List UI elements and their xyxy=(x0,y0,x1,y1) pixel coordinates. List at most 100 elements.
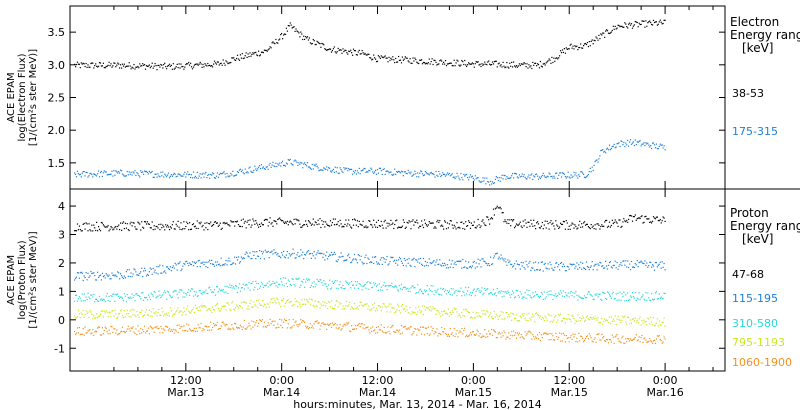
data-point xyxy=(521,173,523,175)
data-point xyxy=(137,325,139,327)
data-point xyxy=(475,61,477,63)
data-point xyxy=(451,173,453,175)
data-point xyxy=(266,303,268,305)
data-point xyxy=(434,176,436,178)
data-point xyxy=(541,66,543,68)
data-point xyxy=(217,176,219,178)
data-point xyxy=(75,317,78,319)
data-point xyxy=(290,285,292,287)
data-point xyxy=(222,263,224,266)
data-point xyxy=(326,223,328,225)
data-point xyxy=(573,336,575,338)
data-point xyxy=(576,45,578,47)
data-point xyxy=(198,289,200,292)
data-point xyxy=(418,291,420,293)
data-point xyxy=(224,64,226,66)
data-point xyxy=(265,284,267,286)
data-point xyxy=(487,181,489,183)
data-point xyxy=(560,176,563,178)
data-point xyxy=(152,327,154,329)
data-point xyxy=(132,222,134,224)
data-point xyxy=(412,332,414,334)
data-point xyxy=(409,264,411,266)
data-point xyxy=(629,263,631,265)
data-point xyxy=(296,254,298,256)
data-point xyxy=(114,300,116,302)
data-point xyxy=(491,263,494,265)
data-point xyxy=(430,171,432,174)
data-point xyxy=(399,258,402,260)
data-point xyxy=(164,329,166,331)
data-point xyxy=(100,221,102,224)
data-point xyxy=(257,288,259,290)
data-point xyxy=(318,280,320,283)
data-point xyxy=(473,288,475,290)
data-point xyxy=(636,340,638,342)
data-point xyxy=(619,291,621,293)
data-point xyxy=(275,162,277,164)
data-point xyxy=(231,174,233,176)
data-point xyxy=(286,163,288,165)
data-point xyxy=(265,218,267,221)
data-point xyxy=(652,317,655,319)
data-point xyxy=(518,174,520,176)
data-point xyxy=(107,225,109,227)
data-point xyxy=(255,51,257,53)
data-point xyxy=(165,325,167,327)
data-point xyxy=(511,263,513,266)
data-point xyxy=(231,302,233,304)
data-point xyxy=(316,252,318,254)
data-point xyxy=(185,176,187,178)
data-point xyxy=(318,321,320,324)
data-point xyxy=(277,42,279,44)
data-point xyxy=(651,222,653,224)
data-point xyxy=(435,170,437,173)
data-point xyxy=(243,57,245,59)
data-point xyxy=(251,306,253,308)
data-point xyxy=(257,168,259,170)
data-point xyxy=(614,336,616,338)
data-point xyxy=(540,65,542,67)
data-point xyxy=(204,173,206,175)
data-point xyxy=(118,171,120,173)
data-point xyxy=(651,266,653,268)
data-point xyxy=(138,222,140,224)
data-point xyxy=(149,315,151,317)
data-point xyxy=(594,161,596,163)
data-point xyxy=(406,287,408,289)
data-point xyxy=(121,173,124,175)
data-point xyxy=(84,313,86,316)
data-point xyxy=(392,324,394,326)
data-point xyxy=(316,320,318,322)
data-point xyxy=(200,221,202,223)
data-point xyxy=(387,326,389,328)
data-point xyxy=(629,24,632,26)
data-point xyxy=(252,52,254,54)
data-point xyxy=(315,305,317,307)
data-point xyxy=(201,293,203,295)
data-point xyxy=(528,64,530,66)
data-point xyxy=(313,251,315,253)
data-point xyxy=(403,58,405,60)
data-point xyxy=(515,173,518,175)
data-point xyxy=(379,259,381,261)
data-point xyxy=(207,308,209,310)
data-point xyxy=(168,177,171,179)
data-point xyxy=(643,142,645,144)
data-point xyxy=(352,48,355,50)
data-point xyxy=(481,310,483,312)
data-point xyxy=(481,220,483,222)
data-point xyxy=(585,223,588,225)
data-point xyxy=(634,291,636,294)
data-point xyxy=(635,299,637,301)
data-point xyxy=(279,162,281,164)
data-point xyxy=(508,332,510,334)
data-point xyxy=(114,174,116,176)
data-point xyxy=(262,251,264,253)
data-point xyxy=(616,299,618,301)
data-point xyxy=(513,330,515,332)
data-point xyxy=(261,253,264,255)
data-point xyxy=(283,277,285,279)
data-point xyxy=(203,329,205,331)
data-point xyxy=(407,169,409,171)
